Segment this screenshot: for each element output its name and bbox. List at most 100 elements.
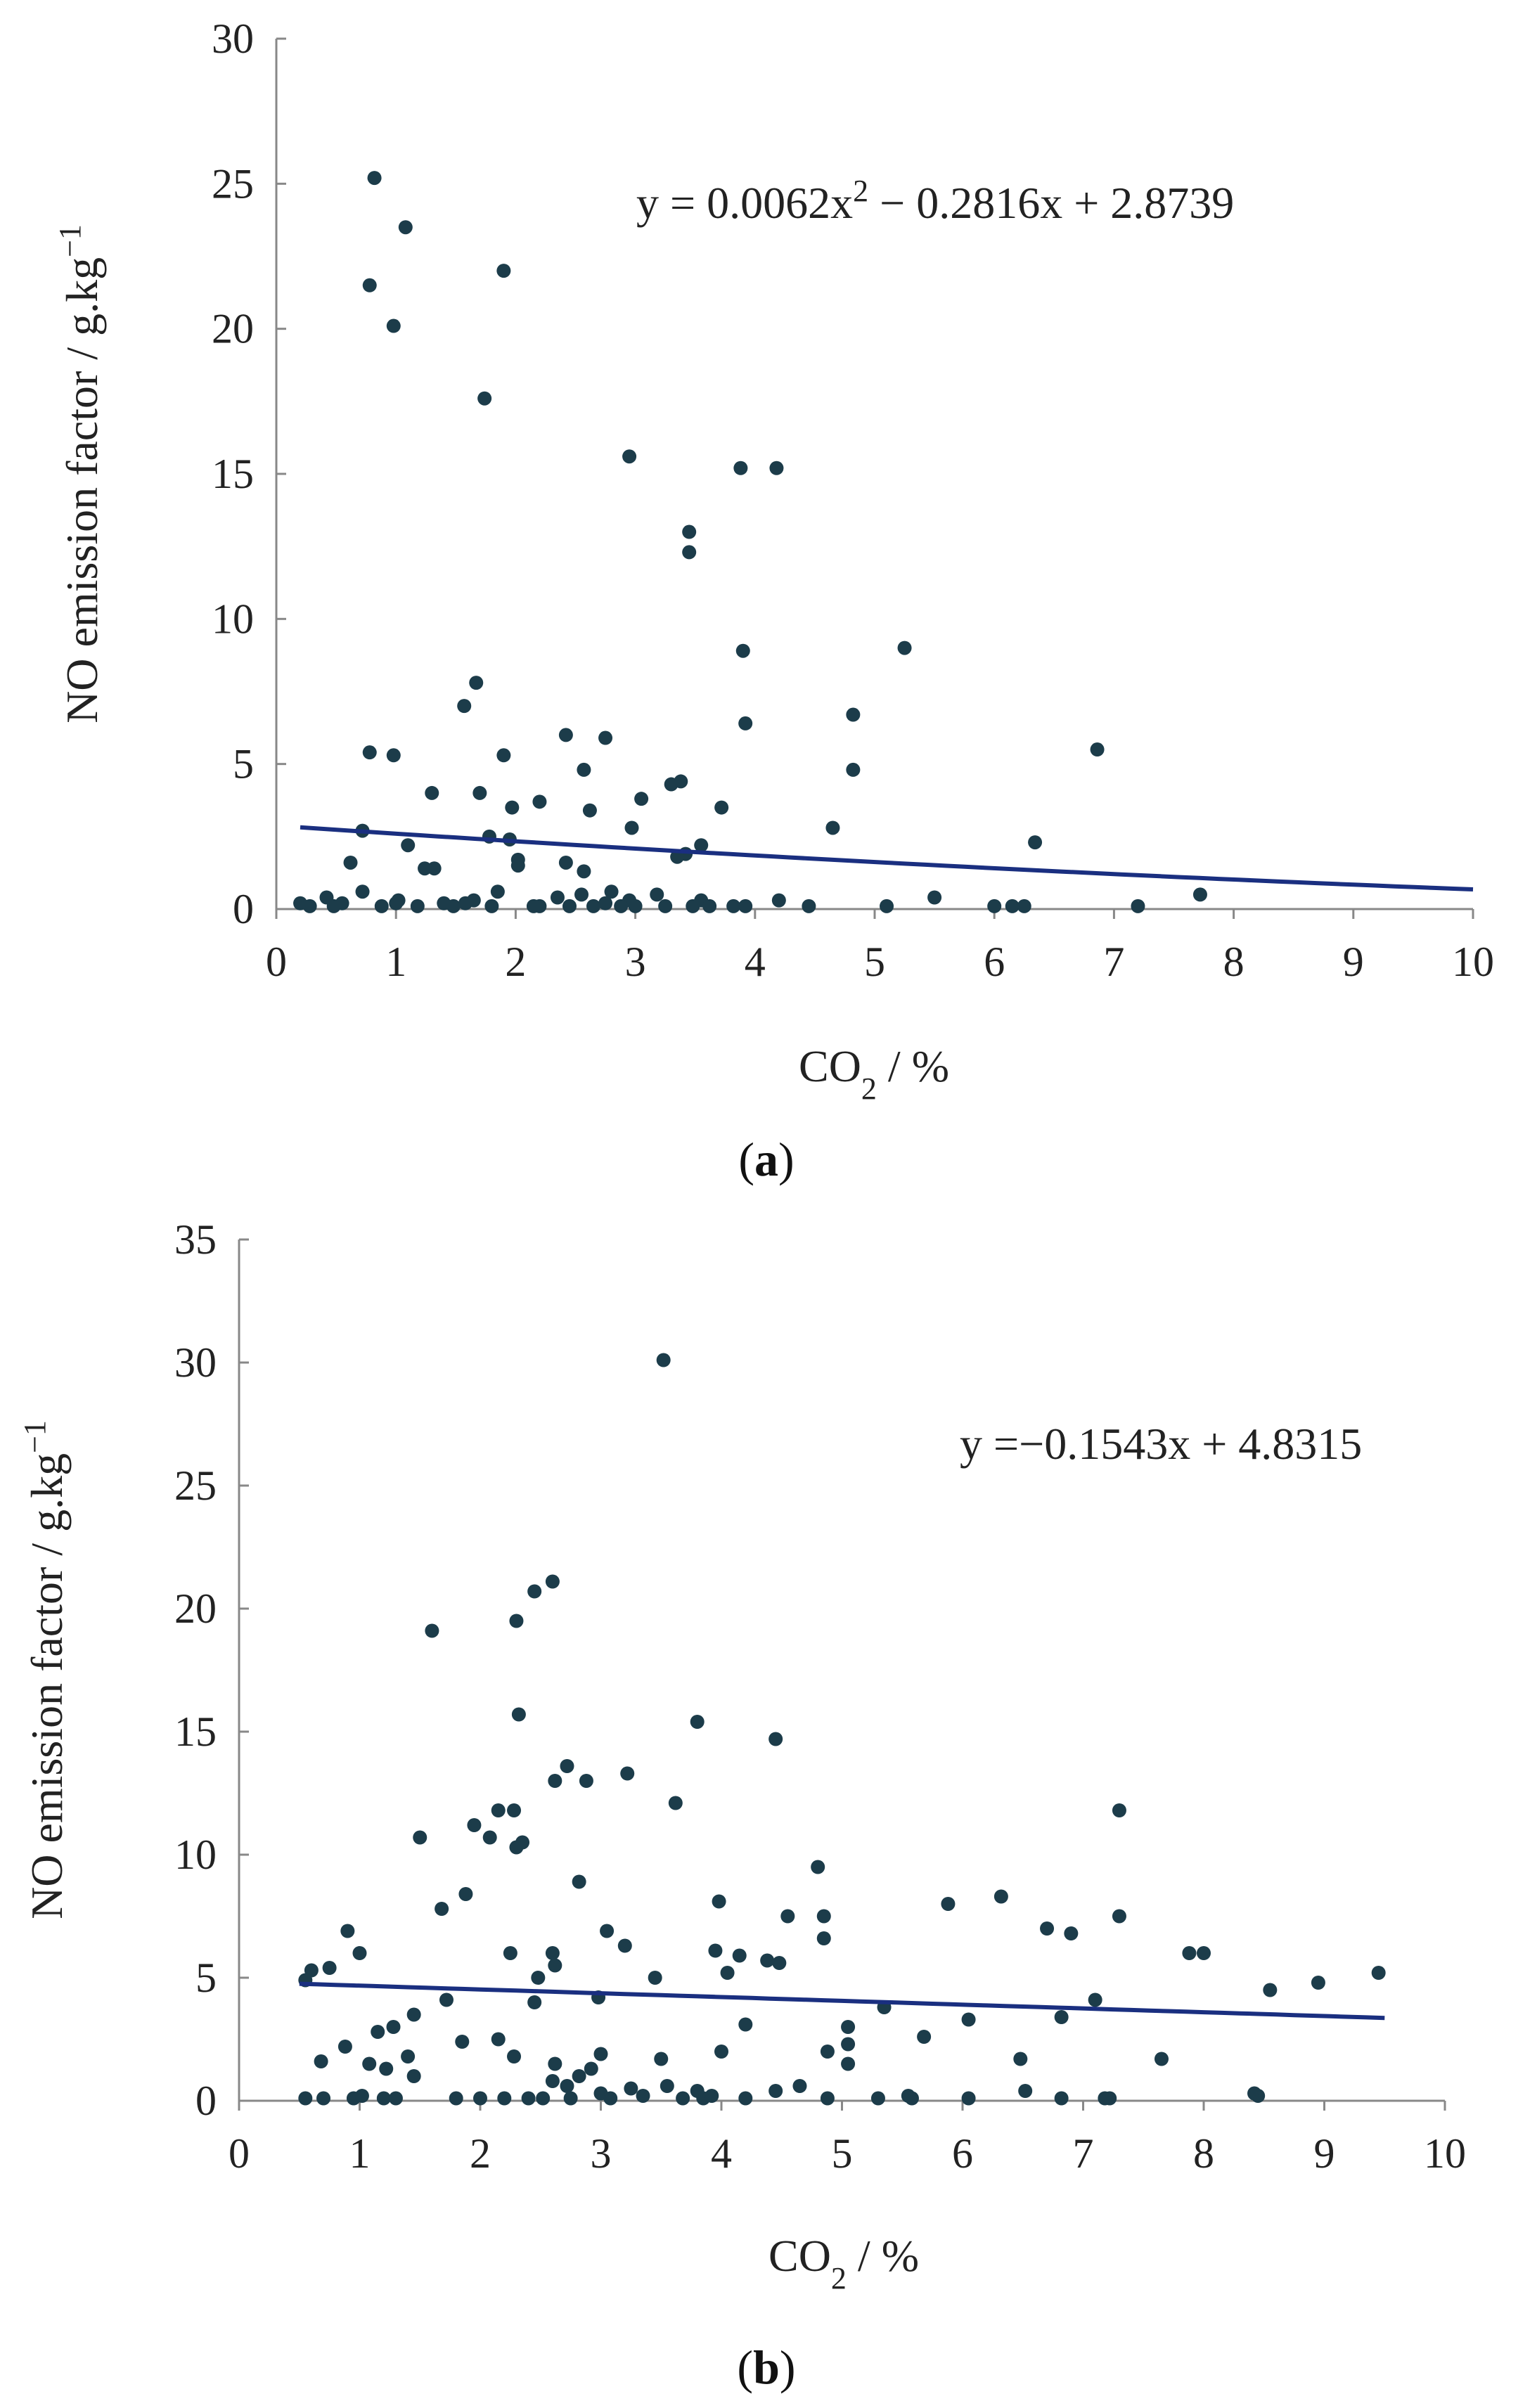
data-point xyxy=(316,2091,331,2106)
x-tick-label: 8 xyxy=(1193,2130,1214,2177)
data-point xyxy=(469,676,484,690)
data-point xyxy=(1371,1966,1386,1980)
data-point xyxy=(1311,1976,1325,1990)
data-point xyxy=(768,1732,783,1746)
data-point xyxy=(386,748,401,763)
x-tick-label: 1 xyxy=(385,939,406,985)
data-point xyxy=(507,2049,522,2063)
data-point xyxy=(825,820,840,835)
data-point xyxy=(917,2030,932,2044)
data-point xyxy=(473,2091,487,2106)
y-tick-label: 25 xyxy=(174,1462,217,1509)
data-point xyxy=(676,2091,690,2106)
data-point xyxy=(439,1992,454,2007)
data-point xyxy=(870,2091,885,2106)
data-point xyxy=(497,2091,512,2106)
data-point xyxy=(527,1995,542,2009)
data-point xyxy=(816,1909,831,1924)
data-point xyxy=(337,2040,352,2054)
trendline xyxy=(299,1981,1385,2021)
data-point xyxy=(841,2020,856,2034)
data-point xyxy=(732,1948,747,1963)
panel-caption-b: (b) xyxy=(737,2341,795,2394)
data-point xyxy=(527,1584,542,1599)
data-point xyxy=(406,2069,421,2083)
data-point xyxy=(545,1574,560,1589)
data-point xyxy=(548,1958,562,1973)
data-point xyxy=(386,318,401,333)
data-point xyxy=(401,838,416,853)
data-point xyxy=(622,449,637,464)
data-point xyxy=(811,1860,825,1874)
data-point xyxy=(510,858,525,873)
x-tick-label: 6 xyxy=(984,939,1005,985)
data-point xyxy=(1182,1946,1197,1960)
trendline xyxy=(300,825,1474,891)
data-point xyxy=(738,2017,753,2032)
data-point xyxy=(302,899,317,913)
data-point xyxy=(682,524,697,539)
data-point xyxy=(449,2091,463,2106)
x-tick-label: 4 xyxy=(711,2130,732,2177)
data-point xyxy=(987,899,1002,913)
data-point xyxy=(482,1830,497,1845)
data-point xyxy=(702,899,717,913)
data-point xyxy=(650,887,664,902)
data-point xyxy=(340,1924,355,1938)
y-tick-label: 0 xyxy=(233,886,254,932)
x-tick-label: 2 xyxy=(505,939,526,985)
chart-panel-b: 0 5 10 15 20 25 30 35 0 1 2 3 4 5 6 7 8 9 10 y =−0.1543x … xyxy=(18,1216,1467,2394)
panel-caption-a: (a) xyxy=(738,1133,794,1186)
x-tick-label: 5 xyxy=(864,939,885,985)
data-point xyxy=(738,2091,753,2106)
data-point xyxy=(472,785,487,800)
data-point xyxy=(1154,2052,1169,2066)
data-point xyxy=(455,2035,470,2049)
data-point xyxy=(1263,1983,1278,1997)
data-point xyxy=(352,1946,367,1960)
data-point xyxy=(901,2089,915,2103)
x-tick-label: 3 xyxy=(625,939,646,985)
data-point xyxy=(664,777,679,792)
data-point xyxy=(768,2084,783,2098)
data-point xyxy=(491,2032,506,2047)
data-point xyxy=(435,1902,449,1916)
data-point xyxy=(735,643,750,658)
data-point xyxy=(1088,1992,1102,2007)
data-point xyxy=(371,2025,385,2039)
data-point xyxy=(586,899,601,913)
data-point xyxy=(418,861,432,876)
data-point xyxy=(628,899,643,913)
data-point xyxy=(771,893,786,908)
y-tick-label: 30 xyxy=(174,1339,217,1386)
data-point xyxy=(738,716,753,730)
data-point xyxy=(425,785,439,800)
data-point xyxy=(577,864,591,879)
data-point xyxy=(509,1840,524,1855)
data-point xyxy=(314,2054,328,2068)
data-point xyxy=(1090,742,1105,757)
y-tick-label: 0 xyxy=(195,2078,217,2124)
data-point xyxy=(598,896,613,910)
x-tick-label: 2 xyxy=(470,2130,491,2177)
points-group xyxy=(298,1353,1386,2106)
data-point xyxy=(1251,2089,1266,2103)
data-point xyxy=(362,2056,377,2071)
data-point xyxy=(548,2056,562,2071)
data-point xyxy=(624,820,639,835)
data-point xyxy=(550,890,565,905)
data-point xyxy=(560,2079,574,2093)
data-point xyxy=(572,1874,586,1889)
y-tick-label: 5 xyxy=(195,1955,217,2001)
data-point xyxy=(656,1353,671,1367)
data-point xyxy=(1131,899,1145,913)
data-point xyxy=(705,2089,719,2103)
data-point xyxy=(457,699,472,714)
data-point xyxy=(398,220,413,235)
data-point xyxy=(343,855,358,870)
data-point xyxy=(1054,2091,1069,2106)
y-tick-label: 20 xyxy=(174,1585,217,1632)
data-point xyxy=(521,2091,536,2106)
data-point xyxy=(841,2056,856,2071)
